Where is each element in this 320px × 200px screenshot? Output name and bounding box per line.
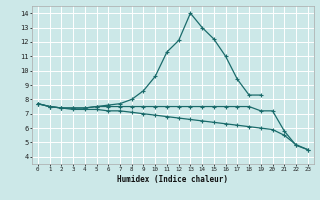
X-axis label: Humidex (Indice chaleur): Humidex (Indice chaleur) [117,175,228,184]
